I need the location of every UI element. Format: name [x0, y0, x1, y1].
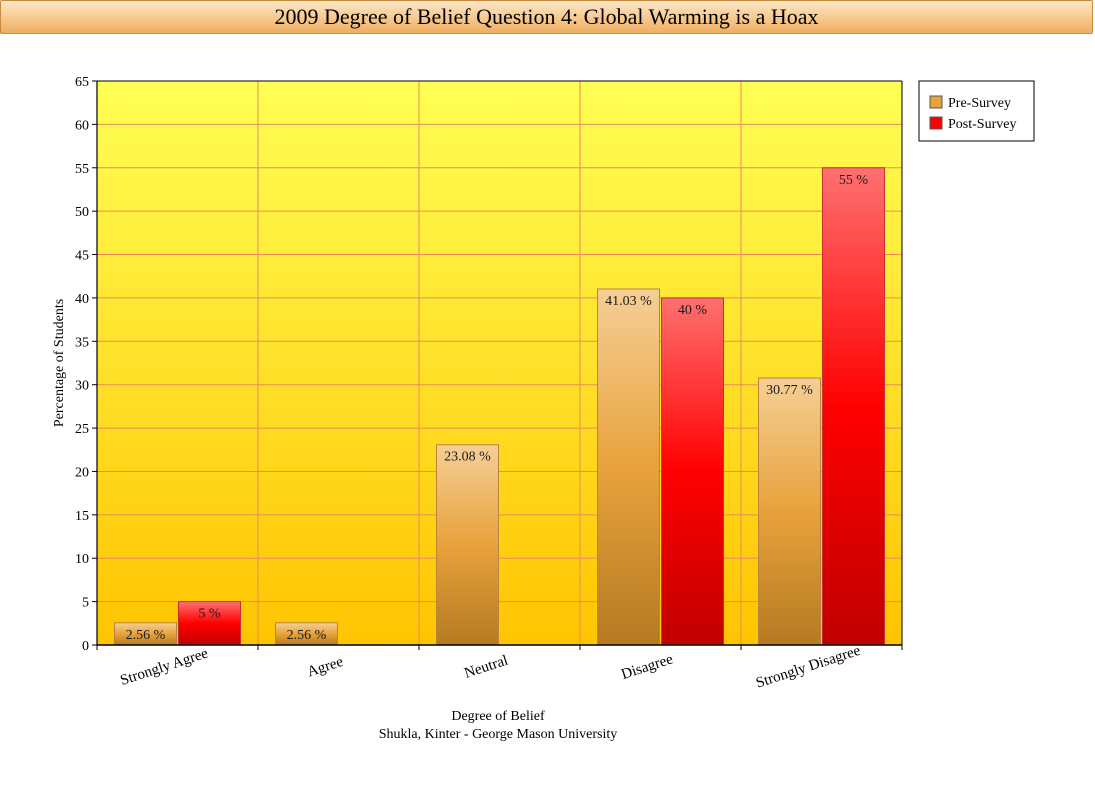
y-tick-label: 40: [75, 292, 89, 307]
legend-swatch: [929, 116, 943, 130]
y-tick-label: 0: [82, 639, 89, 654]
bar-pre-survey-neutral: [436, 444, 499, 646]
bar-post-survey-strongly-disagree: [822, 167, 885, 646]
x-tick-label: Neutral: [462, 653, 510, 682]
chart-subtitle: Shukla, Kinter - George Mason University: [379, 727, 617, 742]
data-label: 40 %: [678, 303, 708, 318]
y-tick-label: 60: [75, 118, 89, 133]
legend-box: [918, 80, 1035, 142]
bar-post-survey-disagree: [661, 297, 724, 646]
x-tick-label: Agree: [305, 654, 345, 681]
y-tick-label: 45: [75, 249, 89, 264]
bar-pre-survey-disagree: [597, 288, 660, 646]
legend: Pre-Survey Post-Survey: [918, 80, 1035, 142]
x-tick-label: Strongly Agree: [118, 645, 210, 689]
y-tick-label: 20: [75, 465, 89, 480]
y-tick-label: 55: [75, 162, 89, 177]
x-tick-label: Strongly Disagree: [754, 643, 863, 692]
chart-title: 2009 Degree of Belief Question 4: Global…: [274, 4, 819, 29]
data-label: 41.03 %: [605, 294, 652, 309]
data-label: 23.08 %: [444, 450, 491, 465]
y-tick-label: 50: [75, 205, 89, 220]
x-tick-label: Disagree: [619, 651, 675, 683]
legend-swatch: [929, 95, 943, 109]
data-label: 5 %: [198, 607, 221, 622]
legend-label: Pre-Survey: [948, 96, 1011, 111]
legend-label: Post-Survey: [948, 117, 1016, 132]
y-tick-label: 5: [82, 596, 89, 611]
chart-title-bar: 2009 Degree of Belief Question 4: Global…: [0, 0, 1093, 34]
data-label: 30.77 %: [766, 383, 813, 398]
data-label: 2.56 %: [287, 628, 327, 643]
y-tick-label: 15: [75, 509, 89, 524]
y-tick-label: 35: [75, 335, 89, 350]
y-axis-title: Percentage of Students: [52, 299, 67, 427]
y-tick-label: 25: [75, 422, 89, 437]
bar-pre-survey-strongly-disagree: [758, 377, 821, 646]
data-label: 55 %: [839, 173, 869, 188]
y-tick-label: 30: [75, 379, 89, 394]
x-axis-title: Degree of Belief: [451, 709, 545, 724]
y-tick-label: 65: [75, 75, 89, 90]
y-tick-label: 10: [75, 552, 89, 567]
data-label: 2.56 %: [126, 628, 166, 643]
